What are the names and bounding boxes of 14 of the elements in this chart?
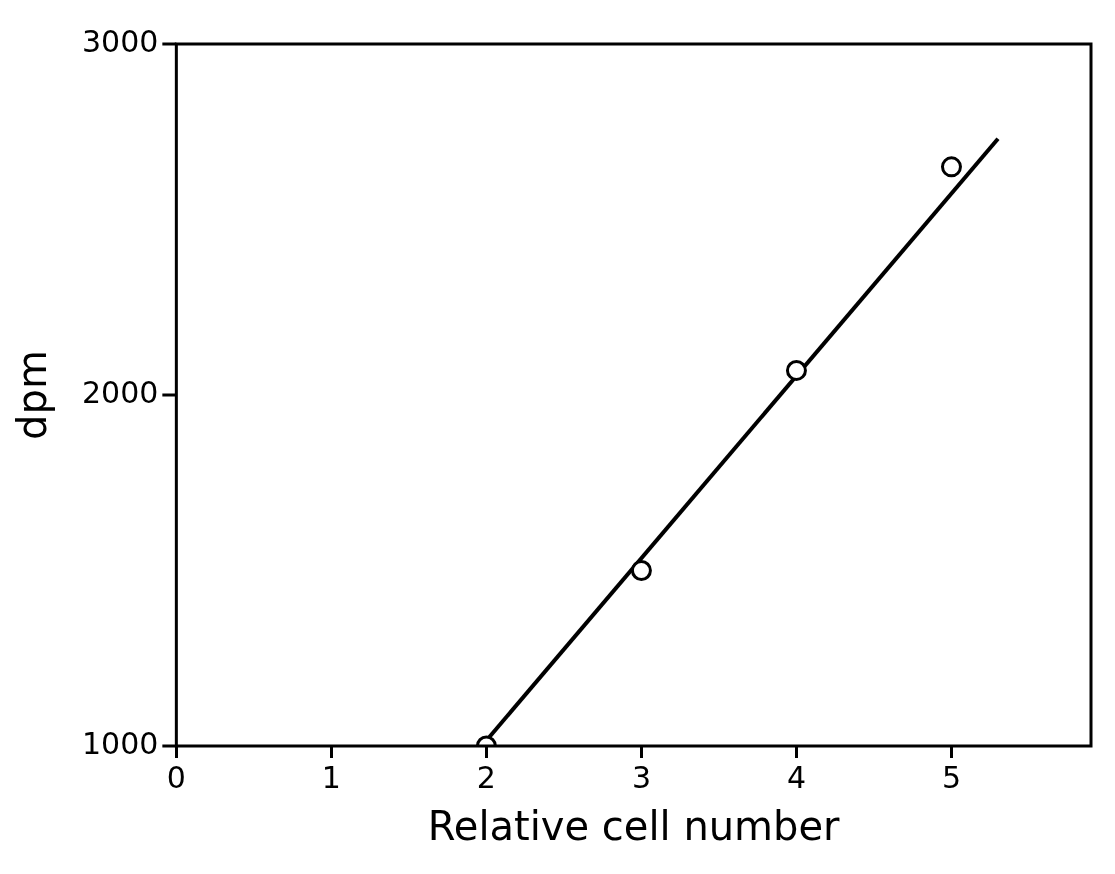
point [630,560,652,581]
x-tick-label: 5 [941,759,962,795]
x-tick-label: 4 [786,759,806,795]
x-tick-label: 0 [166,759,186,795]
x-tick-label: 1 [321,759,341,795]
x-axis-title: Relative cell number [427,803,841,850]
y-axis-title: dpm [9,350,56,440]
point [785,359,807,381]
x-tick-label: 3 [631,759,651,795]
y-tick-label: 2000 [81,374,159,410]
x-tick-label: 2 [476,759,496,795]
point [940,156,962,178]
y-tick-label: 1000 [81,725,159,761]
y-tick-label: 3000 [81,23,159,59]
